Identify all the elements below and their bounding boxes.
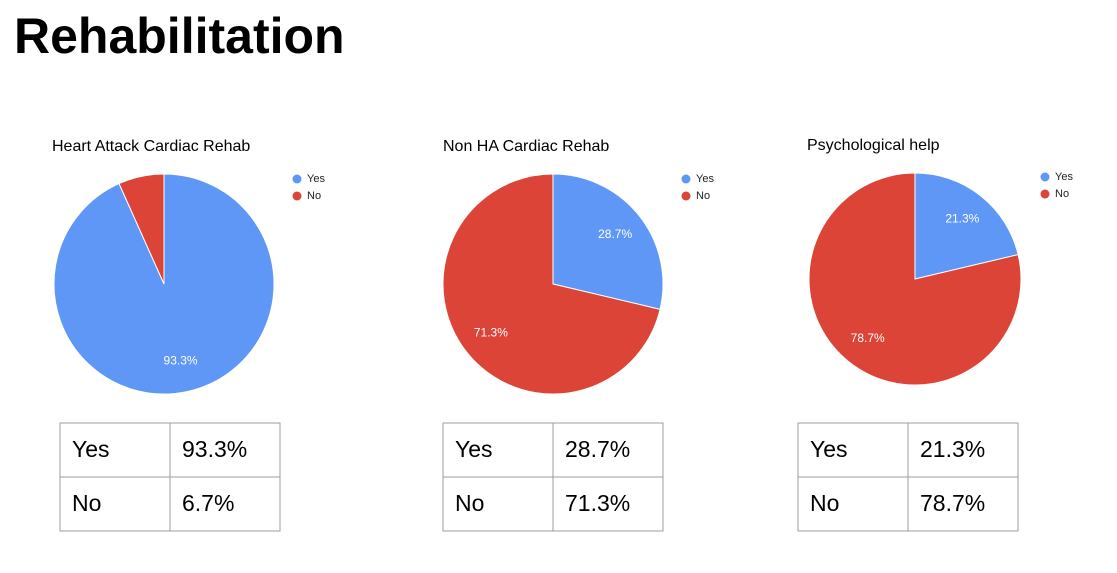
table-cell	[442, 422, 554, 478]
pie-slice	[552, 173, 664, 310]
legend-swatch	[292, 191, 302, 201]
legend-swatch	[292, 174, 302, 184]
table-cell	[552, 476, 664, 532]
table-cell-text: Yes	[72, 436, 110, 462]
chart-title: Psychological help	[807, 137, 940, 154]
slice-label: 21.3%	[945, 211, 979, 225]
table-cell-text: 78.7%	[920, 490, 985, 516]
table-cell	[59, 476, 171, 532]
slice-label: 28.7%	[598, 227, 632, 241]
table-cell-text: Yes	[810, 436, 848, 462]
legend-label: No	[307, 190, 321, 202]
legend-swatch	[681, 174, 691, 184]
pie-slice	[808, 172, 1022, 386]
legend-swatch	[1040, 189, 1050, 199]
table-cell-text: 6.7%	[182, 490, 234, 516]
table-cell	[169, 476, 281, 532]
table-cell	[169, 422, 281, 478]
legend-label: No	[696, 190, 710, 202]
legend-label: Yes	[307, 173, 325, 185]
slice-label: 93.3%	[164, 354, 198, 368]
legend-swatch	[681, 191, 691, 201]
chart-title: Non HA Cardiac Rehab	[443, 138, 609, 155]
table-cell-text: No	[455, 490, 484, 516]
slice-label: 71.3%	[474, 325, 508, 339]
pie-slice	[442, 173, 661, 395]
legend-label: Yes	[1055, 171, 1073, 183]
table-cell-text: No	[72, 490, 101, 516]
table-cell-text: 71.3%	[565, 490, 630, 516]
table-cell-text: 93.3%	[182, 436, 247, 462]
table-cell-text: 28.7%	[565, 436, 630, 462]
table-cell	[907, 422, 1019, 478]
table-cell-text: No	[810, 490, 839, 516]
table-cell	[552, 422, 664, 478]
pie-slice	[118, 173, 165, 285]
legend-swatch	[1040, 172, 1050, 182]
table-cell	[907, 476, 1019, 532]
slide-title: Rehabilitation	[14, 8, 345, 64]
legend-label: No	[1055, 188, 1069, 200]
table-cell	[797, 422, 909, 478]
table-cell	[797, 476, 909, 532]
chart-title: Heart Attack Cardiac Rehab	[52, 138, 250, 155]
slice-label: 78.7%	[851, 331, 885, 345]
legend-label: Yes	[696, 173, 714, 185]
table-cell-text: Yes	[455, 436, 493, 462]
table-cell-text: 21.3%	[920, 436, 985, 462]
table-cell	[442, 476, 554, 532]
pie-slice	[914, 172, 1019, 280]
